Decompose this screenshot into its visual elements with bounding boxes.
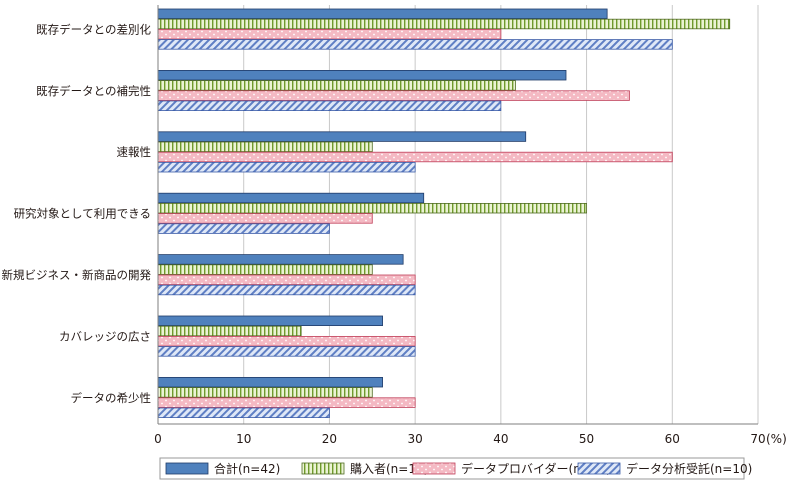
bar [157, 335, 416, 347]
category-label: データの希少性 [71, 391, 152, 405]
bar [157, 90, 630, 101]
category-label: 研究対象として利用できる [14, 207, 151, 221]
legend: 合計(n=42) 購入者(n=12) データプロバイダー(n=20) データ分析受託(… [159, 457, 752, 480]
bar [157, 192, 425, 204]
x-tick-label: 70 [750, 432, 765, 446]
bar [157, 346, 416, 357]
x-tick-label: 60 [665, 432, 680, 446]
bar [157, 18, 731, 30]
bar [157, 100, 502, 112]
legend-label: データプロバイダー(n=20) [461, 461, 611, 476]
x-tick-label: 30 [408, 432, 423, 446]
bar [157, 325, 302, 337]
bar [157, 28, 502, 40]
bar [157, 254, 404, 265]
bar [157, 284, 416, 296]
category-label: 新規ビジネス・新商品の開発 [2, 268, 152, 282]
axes [157, 5, 758, 425]
category-label: 速報性 [117, 145, 152, 159]
x-tick-label: 50 [579, 432, 594, 446]
legend-swatch [301, 462, 345, 475]
bar [157, 80, 516, 91]
bars [157, 8, 731, 419]
legend-swatch [165, 462, 209, 475]
bar [157, 274, 416, 286]
legend-label: 購入者(n=12) [350, 462, 428, 476]
bar [157, 264, 373, 275]
bar [157, 39, 673, 50]
x-tick-label: 10 [236, 432, 251, 446]
bar [157, 213, 373, 224]
x-tick-labels: 0 10 20 30 40 50 60 70 [154, 432, 765, 446]
category-labels: 既存データとの差別化既存データとの補完性速報性研究対象として利用できる新規ビジネ… [2, 22, 152, 404]
bar [157, 8, 608, 20]
bar [157, 141, 373, 153]
legend-label: データ分析受託(n=10) [626, 461, 752, 476]
bar [157, 161, 416, 173]
category-label: 既存データとの補完性 [36, 84, 151, 98]
legend-swatch [412, 462, 456, 475]
bar [157, 151, 673, 163]
bar [157, 376, 383, 388]
bar [157, 387, 373, 398]
bar [157, 397, 416, 408]
legend-label: 合計(n=42) [214, 461, 280, 476]
category-label: カバレッジの広さ [59, 329, 151, 343]
bar [157, 70, 567, 81]
bar [157, 315, 383, 327]
legend-swatch [577, 462, 621, 475]
bar [157, 202, 587, 214]
x-tick-label: 0 [154, 432, 162, 446]
bar [157, 223, 330, 234]
bar [157, 131, 527, 142]
bar [157, 407, 330, 419]
category-label: 既存データとの差別化 [36, 22, 151, 36]
x-tick-label: 40 [493, 432, 508, 446]
x-tick-label: 20 [322, 432, 337, 446]
x-unit-label: (%) [766, 432, 786, 446]
